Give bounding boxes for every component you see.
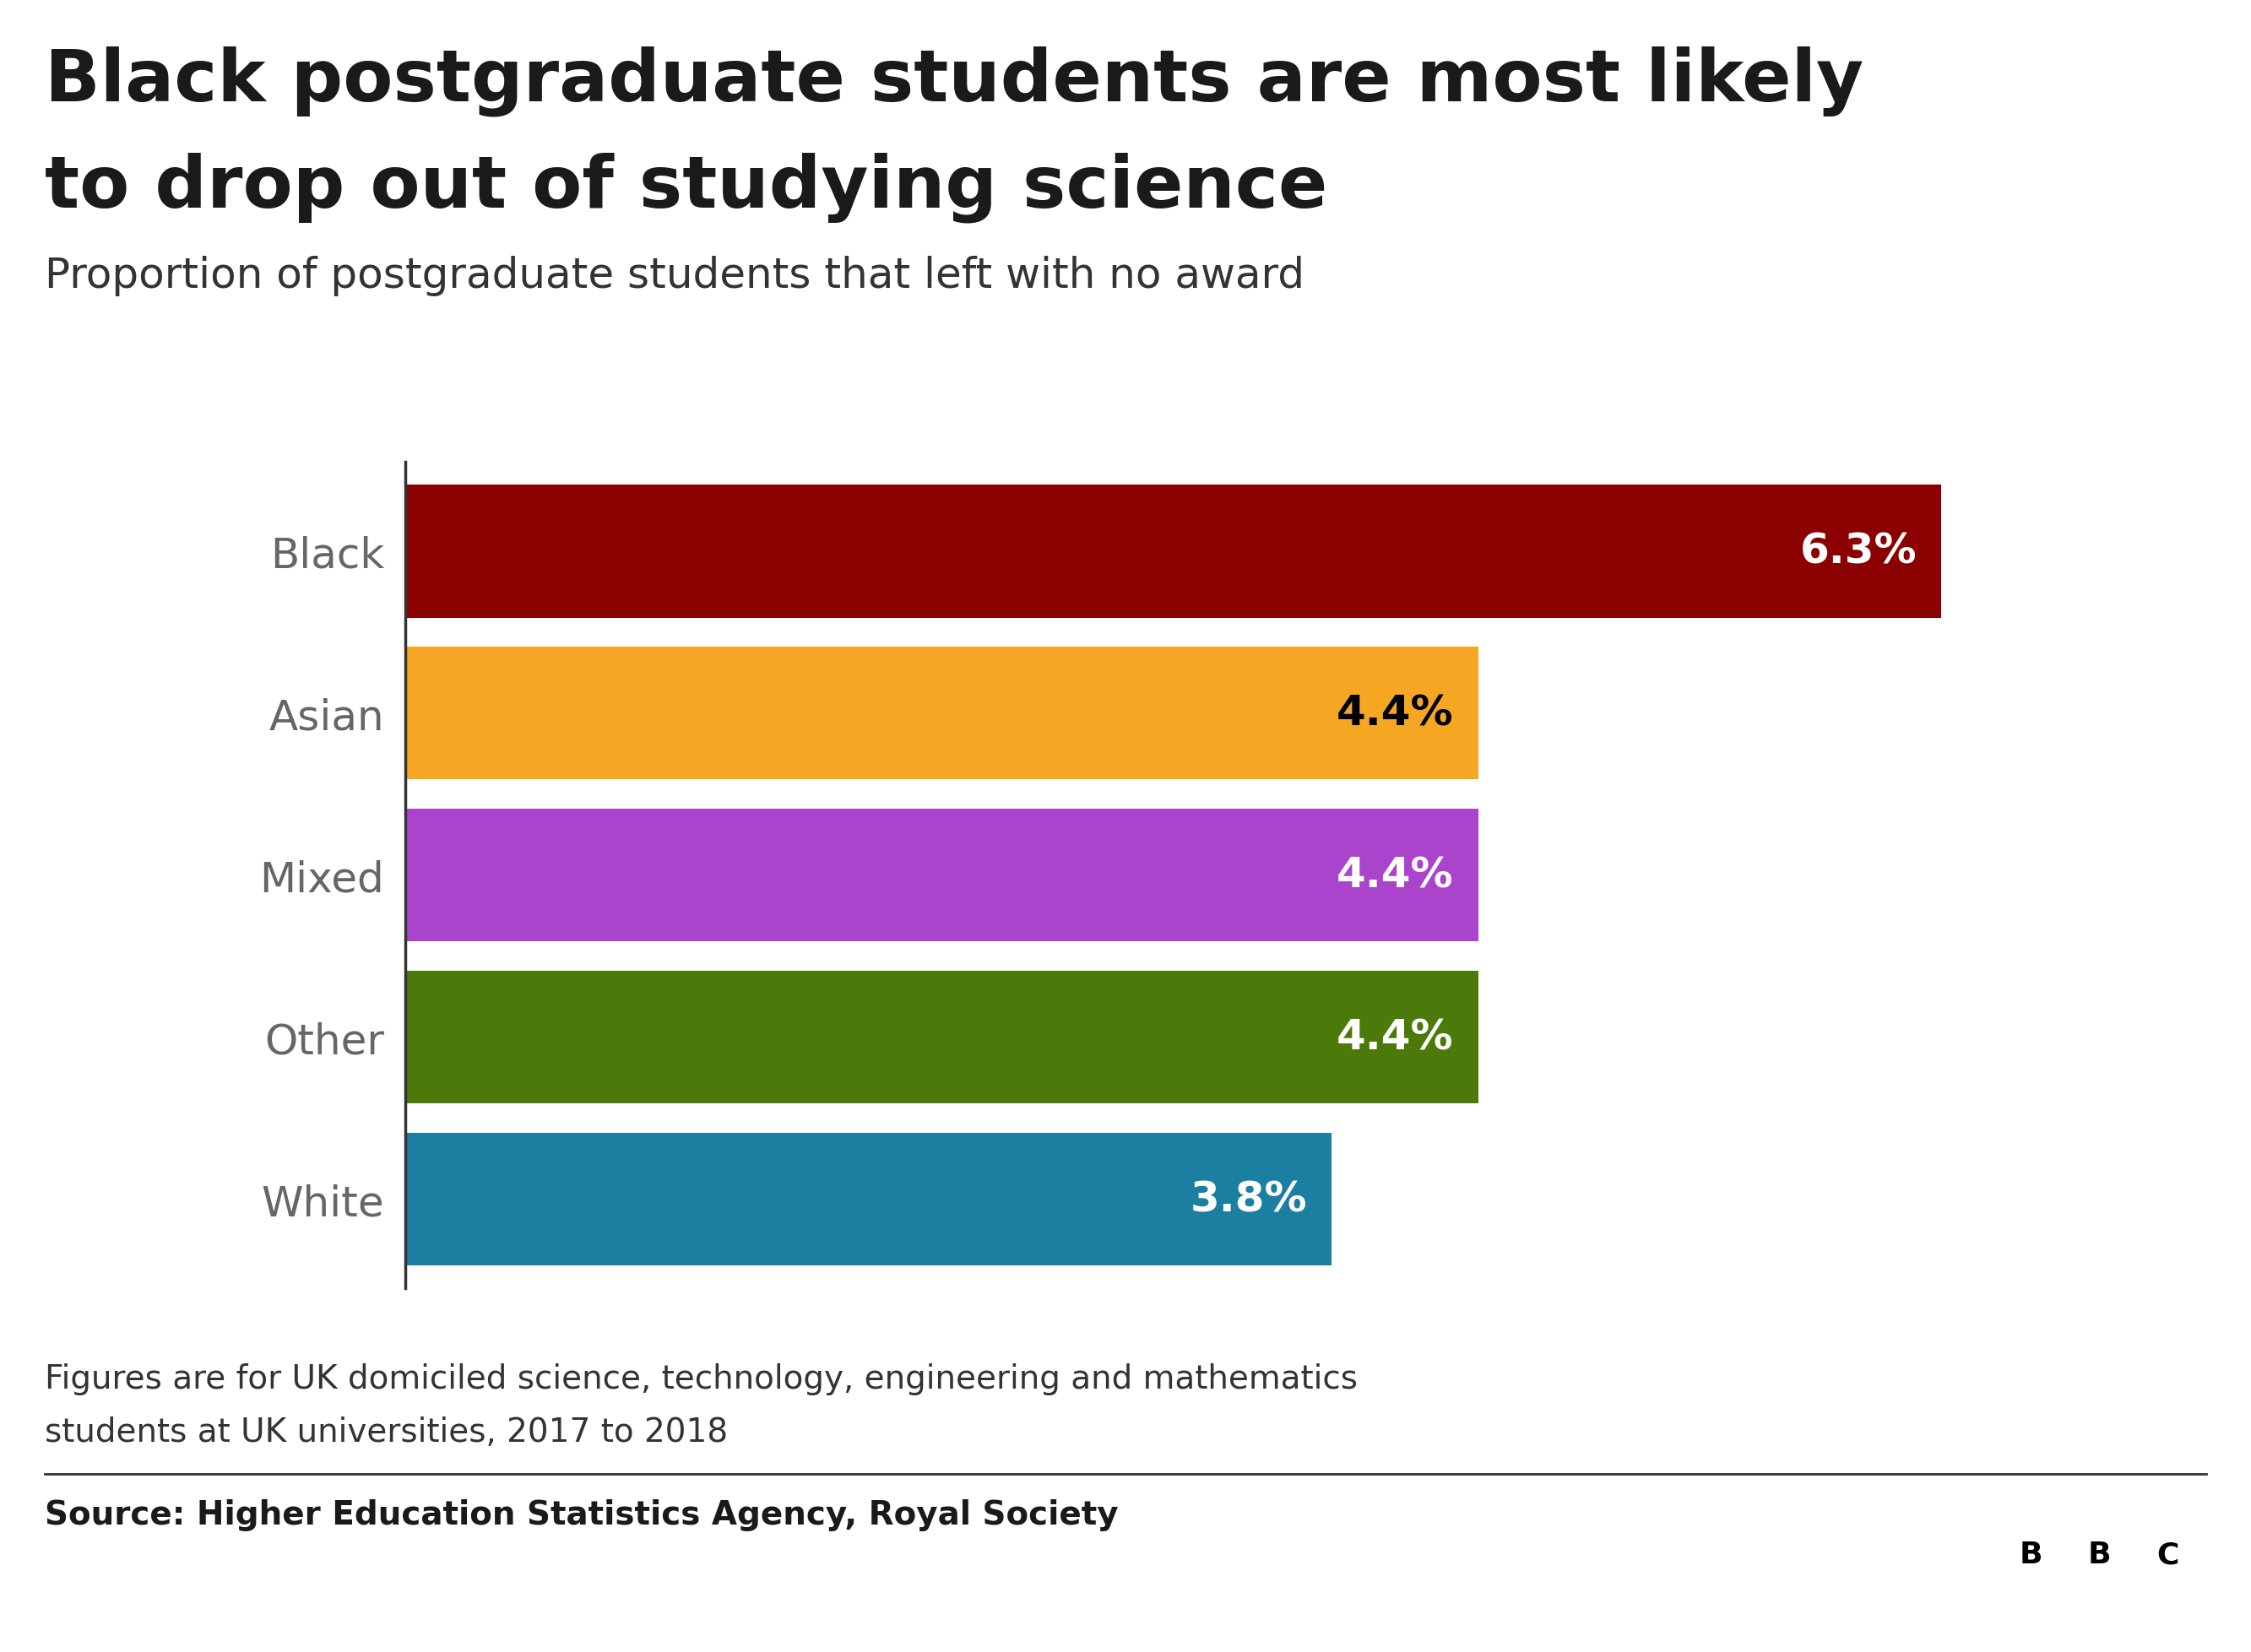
Text: to drop out of studying science: to drop out of studying science [45, 152, 1328, 223]
Bar [405, 486, 1940, 618]
Bar [405, 1133, 1333, 1265]
Text: 4.4%: 4.4% [1337, 856, 1454, 895]
Text: B: B [2019, 1540, 2042, 1569]
Bar [405, 648, 1479, 780]
Bar [405, 971, 1479, 1104]
Text: C: C [2156, 1540, 2179, 1569]
Text: Black postgraduate students are most likely: Black postgraduate students are most lik… [45, 46, 1864, 117]
Text: 4.4%: 4.4% [1337, 1018, 1454, 1057]
Text: students at UK universities, 2017 to 2018: students at UK universities, 2017 to 201… [45, 1416, 727, 1447]
Text: Source: Higher Education Statistics Agency, Royal Society: Source: Higher Education Statistics Agen… [45, 1498, 1119, 1530]
Text: 6.3%: 6.3% [1801, 532, 1918, 572]
Bar [2141, 1512, 2195, 1597]
Bar [2071, 1512, 2127, 1597]
Text: Proportion of postgraduate students that left with no award: Proportion of postgraduate students that… [45, 256, 1306, 297]
Bar [405, 809, 1479, 942]
Text: B: B [2087, 1540, 2111, 1569]
Bar [2003, 1512, 2057, 1597]
Text: Figures are for UK domiciled science, technology, engineering and mathematics: Figures are for UK domiciled science, te… [45, 1363, 1357, 1394]
Text: 4.4%: 4.4% [1337, 694, 1454, 733]
Text: 3.8%: 3.8% [1191, 1180, 1308, 1219]
